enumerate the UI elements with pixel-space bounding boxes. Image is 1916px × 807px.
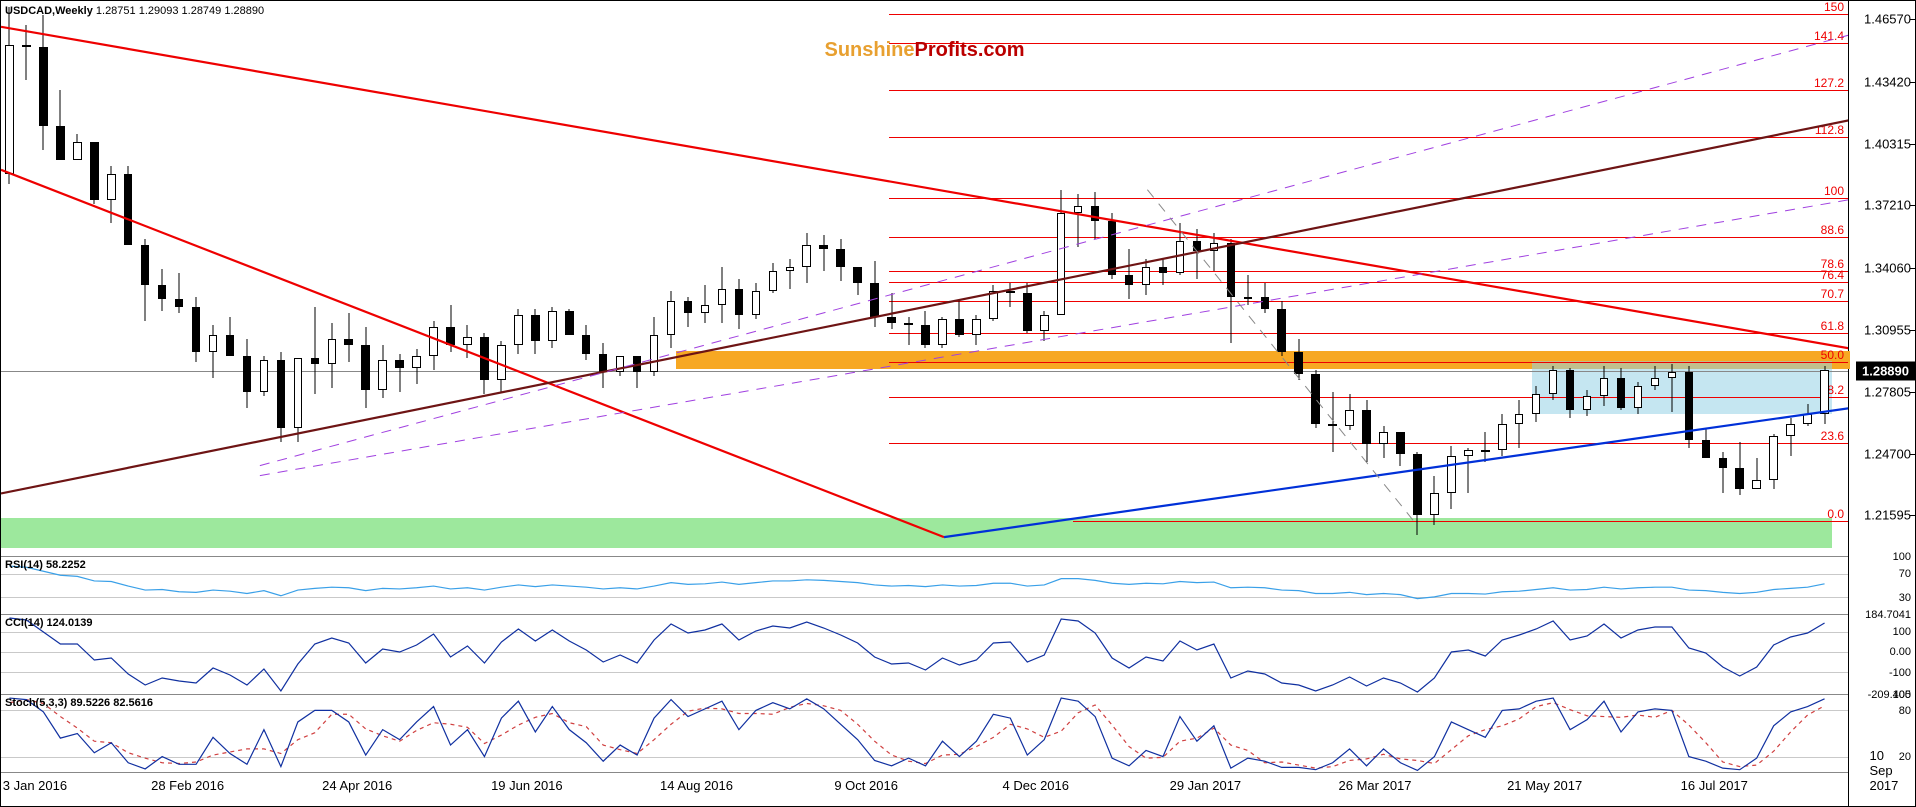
chart-wrap: USDCAD,Weekly 1.28751 1.29093 1.28749 1.…: [0, 0, 1916, 807]
x-label: 26 Mar 2017: [1339, 778, 1412, 793]
indicator-y-label: 100: [1893, 626, 1911, 638]
y-label: 1.37210: [1864, 198, 1911, 213]
price-panel[interactable]: USDCAD,Weekly 1.28751 1.29093 1.28749 1.…: [1, 1, 1848, 557]
indicator-y-label: 184.7041: [1865, 609, 1911, 621]
trendlines-svg: [1, 1, 1848, 556]
price-badge: 1.28890: [1856, 361, 1915, 380]
chart-title: USDCAD,Weekly 1.28751 1.29093 1.28749 1.…: [5, 5, 264, 17]
x-label: 19 Jun 2016: [491, 778, 563, 793]
x-label: 14 Aug 2016: [660, 778, 733, 793]
x-label: 9 Oct 2016: [834, 778, 898, 793]
x-label: 3 Jan 2016: [3, 778, 67, 793]
watermark: SunshineProfits.com: [824, 39, 1024, 62]
cci-label: CCI(14) 124.0139: [5, 617, 92, 629]
y-label: 1.43420: [1864, 75, 1911, 90]
indicator-y-label: 100: [1893, 551, 1911, 563]
indicator-y-label: 30: [1899, 592, 1911, 604]
indicator-y-label: 80: [1899, 705, 1911, 717]
x-label: 28 Feb 2016: [151, 778, 224, 793]
indicator-y-label: 70: [1899, 568, 1911, 580]
y-label: 1.34060: [1864, 260, 1911, 275]
y-label: 1.30955: [1864, 322, 1911, 337]
indicator-y-label: 0.00: [1890, 646, 1911, 658]
indicator-y-label: -100: [1889, 667, 1911, 679]
y-axis: 1.46570 1.43420 1.40315 1.37210 1.34060 1.309…: [1848, 1, 1915, 806]
y-label: 1.24700: [1864, 446, 1911, 461]
y-label: 1.27805: [1864, 385, 1911, 400]
indicator-y-label: 100: [1893, 689, 1911, 701]
x-label: 24 Apr 2016: [322, 778, 392, 793]
pair-label: USDCAD,Weekly: [5, 5, 93, 17]
x-label: 29 Jan 2017: [1170, 778, 1242, 793]
rsi-label: RSI(14) 58.2252: [5, 559, 86, 571]
indicator-y-label: 20: [1899, 751, 1911, 763]
cci-panel[interactable]: CCI(14) 124.0139: [1, 615, 1848, 695]
x-label: 4 Dec 2016: [1003, 778, 1070, 793]
ohlc-label: 1.28751 1.29093 1.28749 1.28890: [96, 5, 264, 17]
x-label: 16 Jul 2017: [1681, 778, 1748, 793]
y-label: 1.40315: [1864, 136, 1911, 151]
rsi-panel[interactable]: RSI(14) 58.2252: [1, 557, 1848, 615]
stoch-panel[interactable]: Stoch(5,3,3) 89.5226 82.5616: [1, 695, 1848, 773]
stoch-label: Stoch(5,3,3) 89.5226 82.5616: [5, 697, 153, 709]
x-axis: 3 Jan 2016 28 Feb 2016 24 Apr 2016 19 Jun 2…: [1, 773, 1848, 807]
y-label: 1.46570: [1864, 12, 1911, 27]
y-label: 1.21595: [1864, 508, 1911, 523]
x-label: 21 May 2017: [1507, 778, 1582, 793]
